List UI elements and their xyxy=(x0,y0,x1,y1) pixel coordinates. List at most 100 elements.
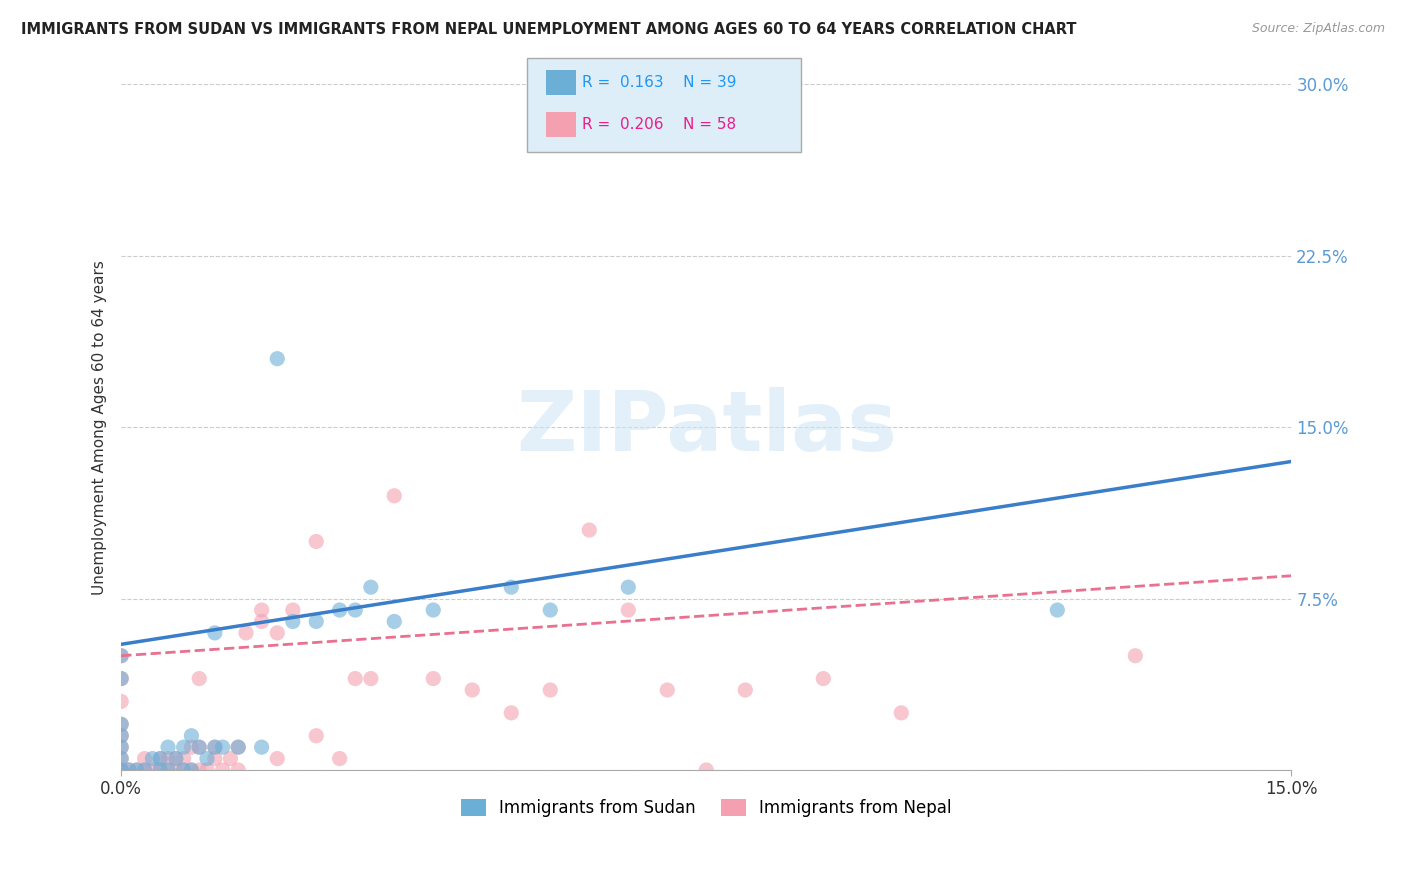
Point xyxy=(110,717,132,731)
Point xyxy=(173,763,195,777)
Point xyxy=(110,672,132,686)
Point xyxy=(250,603,273,617)
Point xyxy=(141,751,163,765)
Point xyxy=(329,603,352,617)
Point xyxy=(110,717,132,731)
Point xyxy=(344,603,367,617)
Point xyxy=(149,763,172,777)
Point xyxy=(180,729,202,743)
Point xyxy=(226,763,249,777)
Point xyxy=(501,580,523,594)
Point xyxy=(211,763,233,777)
Point xyxy=(1123,648,1146,663)
Point xyxy=(188,763,211,777)
Point xyxy=(125,763,148,777)
Point xyxy=(134,763,156,777)
Point xyxy=(195,751,218,765)
Point xyxy=(110,740,132,755)
Point xyxy=(211,740,233,755)
Point xyxy=(266,751,288,765)
Point xyxy=(188,740,211,755)
Point xyxy=(110,672,132,686)
Point xyxy=(305,534,328,549)
Point xyxy=(657,683,679,698)
Point xyxy=(110,729,132,743)
Point xyxy=(110,751,132,765)
Point xyxy=(382,615,405,629)
Legend: Immigrants from Sudan, Immigrants from Nepal: Immigrants from Sudan, Immigrants from N… xyxy=(454,792,959,823)
Point xyxy=(188,740,211,755)
Point xyxy=(195,763,218,777)
Point xyxy=(360,672,382,686)
Point xyxy=(173,763,195,777)
Point xyxy=(110,648,132,663)
Point xyxy=(204,740,226,755)
Point xyxy=(110,763,132,777)
Point xyxy=(617,603,640,617)
Point xyxy=(305,729,328,743)
Point xyxy=(180,763,202,777)
Point xyxy=(226,740,249,755)
Point xyxy=(125,763,148,777)
Point xyxy=(617,580,640,594)
Point xyxy=(157,763,180,777)
Point xyxy=(118,763,141,777)
Point xyxy=(305,615,328,629)
Point xyxy=(813,672,835,686)
Point xyxy=(173,740,195,755)
Point xyxy=(149,751,172,765)
Point xyxy=(118,763,141,777)
Point xyxy=(422,603,444,617)
Text: R =  0.206    N = 58: R = 0.206 N = 58 xyxy=(582,117,737,132)
Y-axis label: Unemployment Among Ages 60 to 64 years: Unemployment Among Ages 60 to 64 years xyxy=(93,260,107,595)
Point xyxy=(165,763,187,777)
Point xyxy=(149,751,172,765)
Point xyxy=(134,763,156,777)
Point xyxy=(578,523,600,537)
Point xyxy=(235,626,257,640)
Point xyxy=(890,706,912,720)
Point xyxy=(501,706,523,720)
Text: IMMIGRANTS FROM SUDAN VS IMMIGRANTS FROM NEPAL UNEMPLOYMENT AMONG AGES 60 TO 64 : IMMIGRANTS FROM SUDAN VS IMMIGRANTS FROM… xyxy=(21,22,1077,37)
Point xyxy=(1046,603,1069,617)
Point xyxy=(157,751,180,765)
Point xyxy=(110,648,132,663)
Point xyxy=(165,751,187,765)
Point xyxy=(734,683,756,698)
Point xyxy=(360,580,382,594)
Point xyxy=(110,751,132,765)
Text: R =  0.163    N = 39: R = 0.163 N = 39 xyxy=(582,75,737,90)
Point xyxy=(204,740,226,755)
Point xyxy=(180,740,202,755)
Point xyxy=(538,603,561,617)
Point xyxy=(281,603,304,617)
Point xyxy=(204,626,226,640)
Point xyxy=(173,751,195,765)
Point xyxy=(204,751,226,765)
Point xyxy=(695,763,717,777)
Text: Source: ZipAtlas.com: Source: ZipAtlas.com xyxy=(1251,22,1385,36)
Point xyxy=(149,763,172,777)
Point xyxy=(180,763,202,777)
Point xyxy=(329,751,352,765)
Point xyxy=(157,740,180,755)
Point xyxy=(266,351,288,366)
Point xyxy=(110,763,132,777)
Point xyxy=(250,615,273,629)
Point xyxy=(110,729,132,743)
Point xyxy=(110,763,132,777)
Point xyxy=(110,694,132,708)
Point xyxy=(382,489,405,503)
Point xyxy=(422,672,444,686)
Point xyxy=(141,763,163,777)
Text: ZIPatlas: ZIPatlas xyxy=(516,387,897,467)
Point xyxy=(157,763,180,777)
Point xyxy=(250,740,273,755)
Point xyxy=(266,626,288,640)
Point xyxy=(226,740,249,755)
Point xyxy=(134,751,156,765)
Point xyxy=(461,683,484,698)
Point xyxy=(165,751,187,765)
Point xyxy=(538,683,561,698)
Point xyxy=(281,615,304,629)
